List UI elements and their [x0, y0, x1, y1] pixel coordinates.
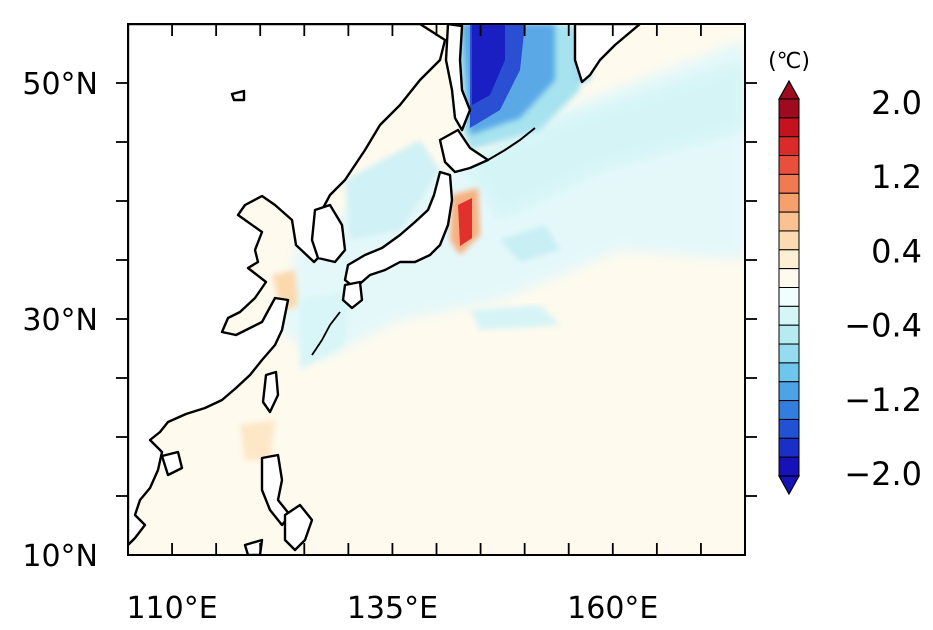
axis-labels: 110°E 135°E 160°E 50°N 30°N 10°N	[22, 67, 658, 626]
colorbar-box	[778, 362, 800, 383]
cold-patch-sea-of-japan	[345, 140, 440, 240]
honshu-island	[343, 170, 454, 290]
colorbar-box	[778, 400, 800, 420]
colorbar-box	[778, 98, 800, 119]
warm-patch-south	[240, 420, 275, 460]
colorbar-label: −0.4	[844, 307, 922, 345]
colorbar-box	[778, 117, 800, 138]
cold-patch-south	[470, 305, 560, 330]
south-china-coast-islands	[243, 538, 264, 555]
colorbar-box	[778, 305, 800, 326]
colorbar-label: 0.4	[871, 232, 922, 270]
colorbar-labels: 2.0 1.2 0.4 −0.4 −1.2 −2.0	[844, 84, 922, 493]
kuril-islands	[487, 127, 536, 161]
sakhalin-island	[444, 24, 472, 132]
colorbar-box	[778, 381, 800, 402]
lon-label: 135°E	[347, 591, 438, 626]
colorbar-box	[778, 136, 800, 157]
map-panel	[128, 24, 745, 555]
land-and-coastlines	[128, 24, 642, 555]
korean-peninsula	[310, 203, 347, 264]
colorbar-label: 1.2	[871, 158, 922, 196]
colorbar-box	[778, 173, 800, 194]
axis-ticks	[116, 24, 757, 555]
colorbar-boxes	[778, 98, 800, 477]
colorbar-label: −2.0	[844, 455, 922, 493]
map-frame	[116, 23, 757, 556]
colorbar-box	[778, 249, 800, 270]
colorbar-box	[778, 192, 800, 213]
colorbar-box	[778, 287, 800, 307]
okhotsk-deep	[472, 24, 505, 105]
cold-band-mid	[460, 60, 745, 220]
colorbar-box	[778, 418, 800, 439]
colorbar-box	[778, 324, 800, 345]
hainan-island	[160, 450, 184, 477]
colorbar-box	[778, 343, 800, 364]
colorbar-box	[778, 268, 800, 288]
hokkaido-island	[438, 128, 490, 174]
lat-label: 10°N	[22, 539, 98, 574]
colorbar: (℃) 2.0 1.2 0.4 −0.4 −1.2 −2.0	[768, 49, 922, 496]
asian-continent	[128, 24, 447, 547]
colorbar-box	[778, 230, 800, 251]
colorbar-top-arrow	[777, 79, 801, 100]
colorbar-label: −1.2	[844, 381, 922, 419]
small-island-north	[230, 89, 246, 102]
anomaly-shading	[240, 24, 745, 460]
cold-patch-east	[500, 225, 560, 262]
colorbar-box	[778, 155, 800, 175]
warm-patch-yellow-sea	[272, 270, 298, 312]
kamchatka-peninsula	[573, 24, 642, 84]
lat-label: 50°N	[22, 67, 98, 102]
lat-label: 30°N	[22, 303, 98, 338]
kyushu-island	[341, 280, 364, 310]
colorbar-box	[778, 456, 800, 477]
cold-patch-east-china-sea	[300, 290, 350, 370]
taiwan-island	[261, 370, 280, 414]
colorbar-box	[778, 211, 800, 232]
ryukyu-islands	[311, 311, 341, 356]
philippine-islands-south	[283, 503, 314, 552]
lon-label: 110°E	[126, 591, 217, 626]
colorbar-unit: (℃)	[768, 49, 810, 74]
lon-label: 160°E	[567, 591, 658, 626]
colorbar-box	[778, 437, 800, 458]
warm-patch-honshu-core	[458, 198, 472, 246]
colorbar-label: 2.0	[871, 84, 922, 122]
colorbar-bottom-arrow	[777, 475, 801, 496]
